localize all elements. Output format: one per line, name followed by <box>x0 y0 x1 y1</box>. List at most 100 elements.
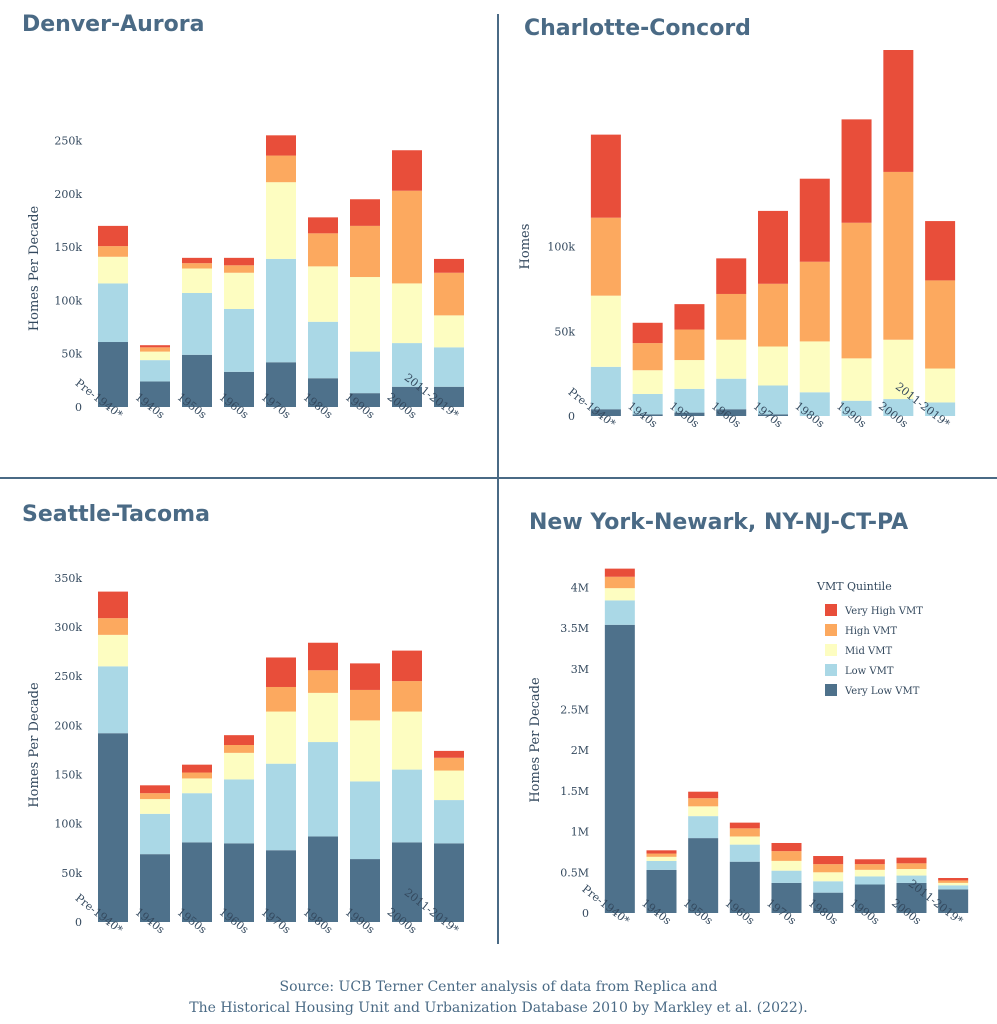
y-tick-label: 150k <box>54 769 82 782</box>
y-tick-label: 0.5M <box>560 866 589 879</box>
y-tick-label: 100k <box>54 294 82 307</box>
bar-segment <box>841 119 872 223</box>
y-tick-label: 2M <box>571 744 589 757</box>
legend-title: VMT Quintile <box>816 580 892 593</box>
y-axis-label: Homes Per Decade <box>528 677 543 803</box>
bar-segment <box>434 800 464 844</box>
bar-segment <box>392 681 422 712</box>
bar-segment <box>632 322 663 344</box>
y-tick-label: 200k <box>54 719 82 732</box>
bar-segment <box>266 850 296 922</box>
bar-segment <box>646 853 677 857</box>
bar-segment <box>224 265 254 273</box>
bar-segment <box>688 838 719 913</box>
y-tick-label: 250k <box>54 135 82 148</box>
bar-segment <box>799 261 830 342</box>
source-note: Source: UCB Terner Center analysis of da… <box>0 977 997 1019</box>
y-tick-label: 300k <box>54 621 82 634</box>
bar-segment <box>182 842 212 922</box>
bar-segment <box>938 877 969 881</box>
bar-segment <box>771 860 802 871</box>
bar-segment <box>266 182 296 259</box>
bar-segment <box>266 763 296 851</box>
bar-segment <box>771 842 802 852</box>
bar-segment <box>182 268 212 294</box>
bar-segment <box>308 233 338 267</box>
bar-segment <box>308 217 338 234</box>
bar-segment <box>308 836 338 922</box>
legend-item-label: Low VMT <box>845 666 894 677</box>
bar-segment <box>799 392 830 416</box>
bar-segment <box>883 339 914 400</box>
bar-segment <box>729 844 760 862</box>
bar-segment <box>308 692 338 743</box>
bar-segment <box>392 711 422 770</box>
bar-segment <box>182 772 212 779</box>
bar-segment <box>604 576 635 589</box>
bar-segment <box>688 791 719 799</box>
bar-segment <box>632 343 663 371</box>
source-line-1: Source: UCB Terner Center analysis of da… <box>279 979 718 995</box>
bar-segment <box>688 798 719 807</box>
y-tick-label: 0 <box>582 907 589 920</box>
bar-segment <box>434 258 464 273</box>
bar-segment <box>604 568 635 577</box>
bar-segment <box>224 735 254 745</box>
vertical-divider <box>497 14 499 944</box>
legend-item-label: Mid VMT <box>845 646 892 657</box>
bar-segment <box>434 386 464 407</box>
legend-swatch <box>825 624 837 636</box>
y-tick-label: 50k <box>61 348 82 361</box>
seattle-tacoma-chart: Homes Per Decade 0 50k 100k 150k 200k 250k 300k… <box>27 572 464 937</box>
y-tick-label: 0 <box>568 410 575 423</box>
bar-segment <box>308 742 338 837</box>
bar-segment <box>434 843 464 922</box>
bar-segment <box>590 134 621 218</box>
y-tick-label: 50k <box>61 867 82 880</box>
bar-segment <box>140 793 170 800</box>
bar-segment <box>688 806 719 817</box>
bar-segment <box>771 870 802 883</box>
bar-segment <box>350 781 380 860</box>
bar-segment <box>646 860 677 870</box>
y-tick-label: 1.5M <box>560 785 589 798</box>
legend-swatch <box>825 664 837 676</box>
chart-title-seattle: Seattle-Tacoma <box>22 502 210 527</box>
bar-segment <box>308 642 338 671</box>
y-tick-label: 100k <box>547 241 575 254</box>
bar-segment <box>896 863 927 870</box>
bar-segment <box>182 263 212 269</box>
y-axis-label: Homes Per Decade <box>27 206 42 332</box>
bar-segment <box>392 769 422 843</box>
bar-segment <box>925 280 956 369</box>
bar-segment <box>98 225 128 247</box>
bar-segment <box>392 190 422 284</box>
bar-segment <box>224 779 254 844</box>
bar-segment <box>590 366 621 410</box>
bar-segment <box>688 816 719 839</box>
bar-segment <box>98 246 128 257</box>
bar-segment <box>350 393 380 407</box>
chart-title-charlotte: Charlotte-Concord <box>524 16 751 41</box>
bar-segment <box>434 770 464 801</box>
bar-segment <box>813 856 844 865</box>
horizontal-divider <box>0 477 997 479</box>
bar-segment <box>938 885 969 890</box>
bar-segment <box>799 341 830 393</box>
legend-swatch <box>825 604 837 616</box>
bar-segment <box>350 277 380 352</box>
bar-segment <box>854 876 885 885</box>
bar-segment <box>98 283 128 343</box>
bar-segment <box>854 869 885 877</box>
bar-segment <box>674 329 705 361</box>
y-tick-label: 250k <box>54 670 82 683</box>
bar-segment <box>758 385 788 415</box>
bar-segment <box>266 155 296 183</box>
bar-segment <box>758 210 788 284</box>
bar-segment <box>729 828 760 837</box>
bar-segment <box>140 347 170 352</box>
bar-segment <box>729 861 760 913</box>
bar-segment <box>883 399 914 416</box>
bar-segment <box>140 345 170 348</box>
bar-segment <box>729 822 760 829</box>
